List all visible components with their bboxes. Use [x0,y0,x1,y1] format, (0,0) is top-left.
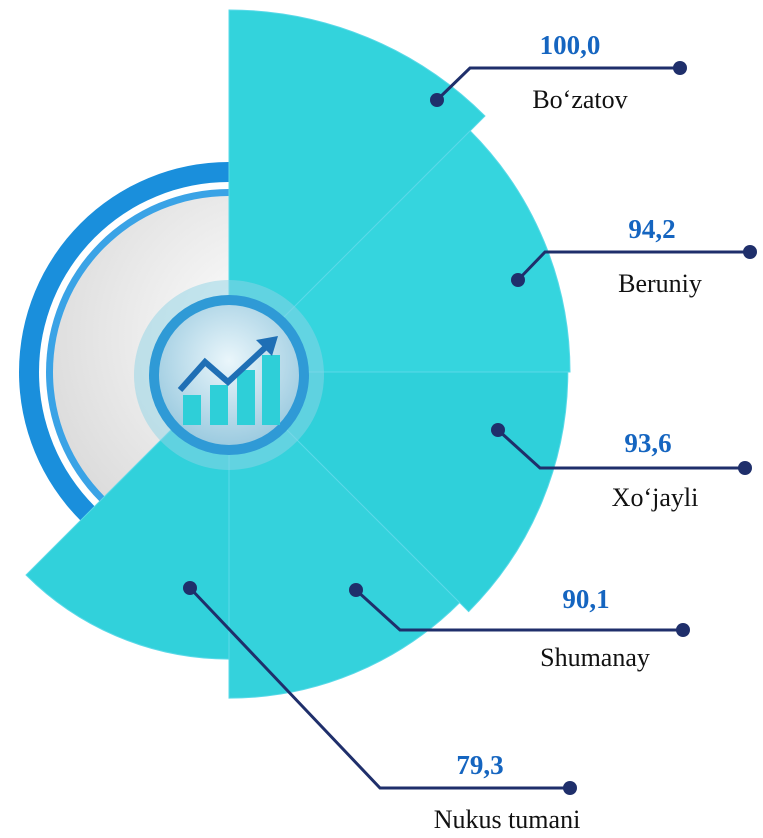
leader-dot [430,93,444,107]
category-label: Xo‘jayli [612,483,699,512]
leader-dot [183,581,197,595]
value-label: 93,6 [624,428,671,458]
center-icon [134,280,324,470]
leader-dot [491,423,505,437]
sector [228,370,461,699]
leader-line [354,588,683,632]
leader-line [435,66,680,102]
leader-line [496,428,745,470]
leader-dot [738,461,752,475]
leader-line [188,586,570,790]
category-label: Nukus tumani [434,805,581,834]
sector [228,9,486,374]
value-label: 90,1 [562,584,609,614]
leader-dot [676,623,690,637]
category-label: Bo‘zatov [532,85,627,114]
category-label: Beruniy [618,269,702,298]
value-label: 94,2 [628,214,675,244]
leader-dot [673,61,687,75]
leader-dot [563,781,577,795]
leader-dot [349,583,363,597]
sector [227,130,571,373]
value-label: 79,3 [456,750,503,780]
category-label: Shumanay [540,643,650,672]
leader-dot [743,245,757,259]
leader-dot [511,273,525,287]
value-label: 100,0 [540,30,601,60]
sector [227,371,569,613]
leader-line [516,250,750,282]
